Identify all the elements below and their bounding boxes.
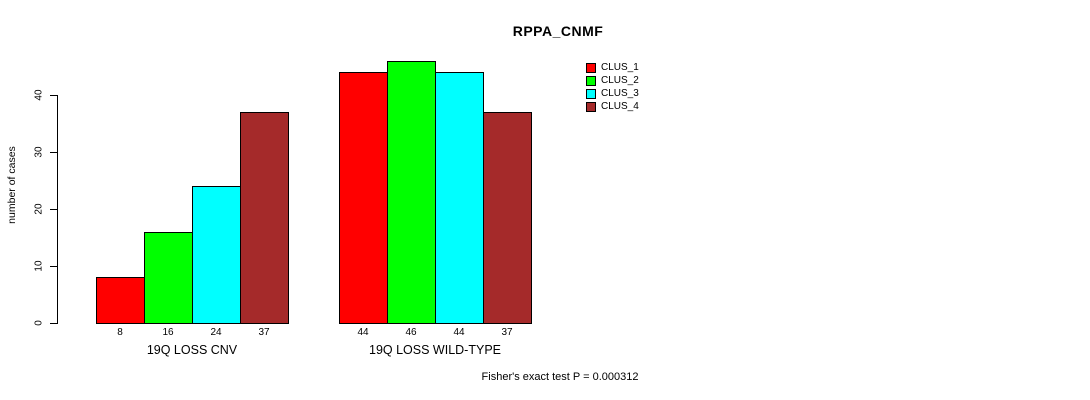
legend-item-clus_1: CLUS_1 <box>586 63 639 73</box>
legend-swatch <box>586 102 596 112</box>
y-tick-label: 20 <box>33 203 45 215</box>
legend-item-clus_2: CLUS_2 <box>586 76 639 86</box>
y-tick-mark <box>50 208 57 210</box>
bar-value-label: 24 <box>210 327 222 338</box>
bar-clus_4-group1 <box>240 112 289 324</box>
bar-clus_3-group2 <box>435 72 484 324</box>
chart-title: RPPA_CNMF <box>512 23 604 39</box>
annotation-text: Fisher's exact test P = 0.000312 <box>481 371 639 383</box>
y-axis-label: number of cases <box>6 146 18 224</box>
y-tick-label: 0 <box>33 320 45 326</box>
legend-swatch <box>586 89 596 99</box>
bar-clus_1-group2 <box>339 72 388 324</box>
group-label: 19Q LOSS CNV <box>146 343 238 357</box>
legend-item-clus_4: CLUS_4 <box>586 102 639 112</box>
legend-item-clus_3: CLUS_3 <box>586 89 639 99</box>
bar-clus_3-group1 <box>192 186 241 324</box>
bar-value-label: 37 <box>501 327 513 338</box>
group-label: 19Q LOSS WILD-TYPE <box>369 343 501 357</box>
bar-value-label: 37 <box>258 327 270 338</box>
legend-label: CLUS_4 <box>601 101 639 112</box>
y-tick-label: 40 <box>33 89 45 101</box>
bar-clus_4-group2 <box>483 112 532 324</box>
legend-label: CLUS_3 <box>601 88 639 99</box>
bar-clus_2-group2 <box>387 60 436 324</box>
y-tick-label: 30 <box>33 146 45 158</box>
legend: CLUS_1 CLUS_2 CLUS_3 CLUS_4 <box>586 63 639 112</box>
y-tick-label: 10 <box>33 260 45 272</box>
y-axis-line <box>57 95 58 324</box>
legend-swatch <box>586 76 596 86</box>
legend-label: CLUS_2 <box>601 75 639 86</box>
bar-value-label: 8 <box>117 327 123 338</box>
y-tick-mark <box>50 322 57 324</box>
bar-value-label: 46 <box>405 327 417 338</box>
bar-clus_1-group1 <box>96 277 145 324</box>
bar-value-label: 16 <box>162 327 174 338</box>
bar-value-label: 44 <box>453 327 465 338</box>
legend-label: CLUS_1 <box>601 62 639 73</box>
legend-swatch <box>586 63 596 73</box>
bar-clus_2-group1 <box>144 231 193 324</box>
y-tick-mark <box>50 94 57 96</box>
bar-value-label: 44 <box>357 327 369 338</box>
y-tick-mark <box>50 265 57 267</box>
y-tick-mark <box>50 151 57 153</box>
